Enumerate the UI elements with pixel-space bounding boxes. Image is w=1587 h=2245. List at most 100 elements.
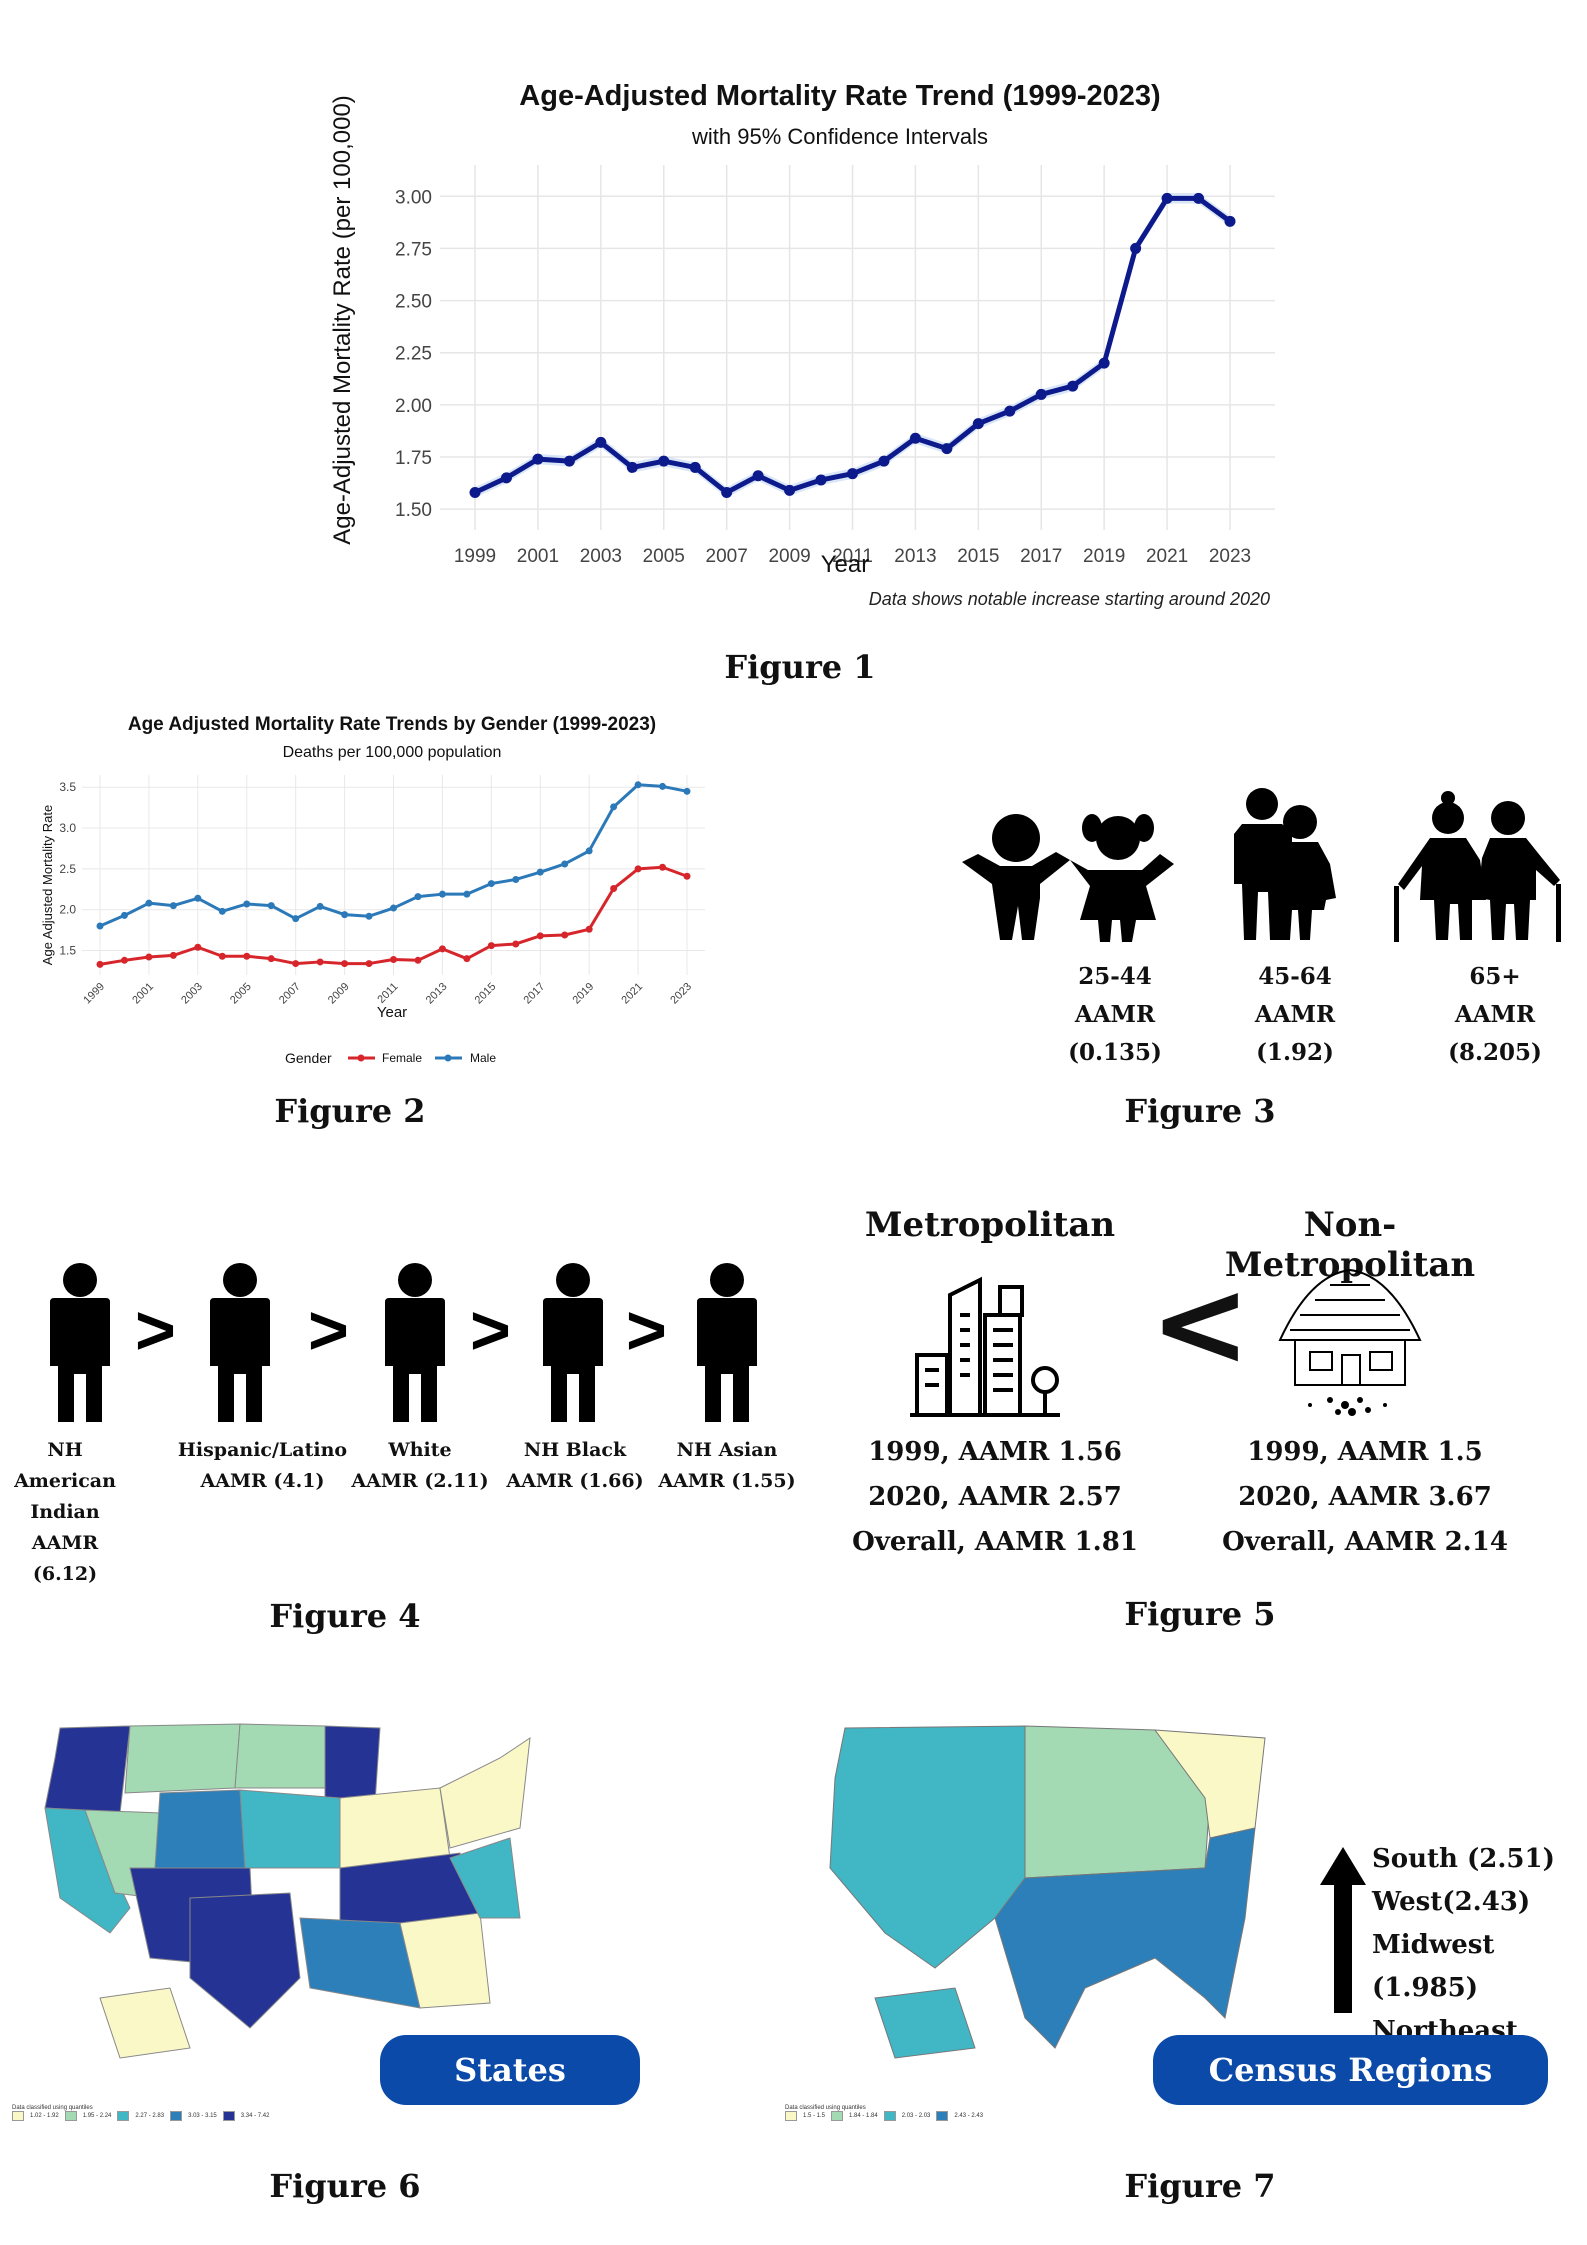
aamr-value: (0.135) — [1068, 1039, 1162, 1066]
data-point — [909, 432, 921, 444]
states-label: States — [380, 2035, 640, 2105]
data-point — [941, 443, 953, 455]
map-region-dakotas — [234, 1723, 326, 1789]
person-icon — [543, 1263, 603, 1422]
children-icon — [962, 814, 1174, 942]
person-icon — [50, 1263, 110, 1422]
less-than-symbol: < — [1150, 1255, 1251, 1394]
x-tick-label: 2011 — [832, 546, 873, 567]
race-nh-asian: NH Asian AAMR (1.55) — [652, 1435, 802, 1497]
race-nh-black: NH Black AAMR (1.66) — [500, 1435, 650, 1497]
map-region-northeast — [439, 1736, 531, 1849]
x-tick-label: 2013 — [894, 546, 936, 567]
x-tick-label: 2019 — [1083, 546, 1125, 567]
x-tick-label: 2009 — [326, 981, 352, 1007]
data-point-female — [536, 932, 544, 940]
data-point-male — [561, 860, 569, 868]
data-point-female — [390, 955, 397, 963]
ranking-arrow-icon — [1320, 1847, 1366, 2013]
figure-1-caption: Figure 1 — [724, 648, 876, 686]
x-tick-label: 2007 — [706, 546, 748, 567]
data-point-female — [610, 884, 618, 892]
race-hispanic-latino: Hispanic/Latino AAMR (4.1) — [170, 1435, 355, 1497]
data-point — [1004, 405, 1016, 417]
data-point — [626, 461, 638, 473]
data-point — [1193, 192, 1205, 204]
x-tick-label: 2003 — [179, 981, 205, 1007]
data-point-female — [365, 960, 373, 968]
data-point — [469, 486, 481, 498]
y-tick-label: 3.5 — [59, 780, 76, 794]
figure-2-caption: Figure 2 — [274, 1092, 426, 1130]
adults-icon — [1234, 788, 1336, 940]
data-point-male — [634, 781, 642, 789]
data-point-female — [243, 952, 251, 960]
map-region-alaska — [99, 1987, 191, 2059]
x-tick-label: 2017 — [1020, 546, 1062, 567]
x-tick-label: 2003 — [580, 546, 622, 567]
map-region-central-rockies — [154, 1789, 246, 1869]
data-point — [532, 453, 544, 465]
legend-bin-2: 1.95 - 2.24 — [82, 2113, 112, 2119]
data-point-female — [463, 955, 471, 963]
race-name: NH American Indian — [14, 1439, 116, 1523]
data-point-female — [487, 942, 495, 950]
metro-stat-2020: 2020, AAMR 2.57 — [868, 1482, 1122, 1512]
y-tick-label: 1.50 — [395, 500, 432, 521]
y-tick-label: 2.50 — [395, 292, 432, 313]
data-point — [1098, 357, 1110, 369]
data-point-female — [585, 925, 593, 933]
rural-cottage-icon — [1278, 1268, 1422, 1416]
data-point — [658, 455, 670, 467]
race-ranking-icons: > > > > — [50, 1263, 757, 1422]
data-point — [1130, 242, 1142, 254]
data-point-female — [96, 960, 104, 968]
map-region-minnesota — [324, 1725, 381, 1804]
data-point-female — [120, 956, 128, 964]
data-point-female — [634, 865, 642, 873]
data-point — [689, 461, 701, 473]
legend-label-male: Male — [470, 1051, 496, 1065]
nonmetro-stat-1999: 1999, AAMR 1.5 — [1247, 1437, 1483, 1467]
x-tick-label: 2021 — [1146, 546, 1188, 567]
age-group-45-64: 45-64 AAMR (1.92) — [1225, 958, 1365, 1072]
data-point-female — [194, 943, 202, 951]
x-tick-label: 2005 — [643, 546, 685, 567]
data-point-female — [218, 952, 226, 960]
rank-west: West(2.43) — [1372, 1887, 1531, 1917]
y-tick-label: 2.75 — [395, 239, 432, 260]
x-tick-label: 2005 — [228, 981, 254, 1007]
figure-3-caption: Figure 3 — [1124, 1092, 1276, 1130]
x-tick-label: 2017 — [522, 981, 548, 1007]
data-point — [1161, 192, 1173, 204]
data-point-female — [145, 953, 153, 961]
metro-title: Metropolitan — [864, 1205, 1116, 1245]
data-point-male — [610, 803, 618, 811]
x-tick-label: 2023 — [668, 981, 694, 1007]
y-tick-label: 3.00 — [395, 187, 432, 208]
data-point-male — [683, 787, 691, 795]
census-regions-label: Census Regions (AAMR) — [1153, 2035, 1548, 2159]
legend-bin-3: 2.03 - 2.03 — [901, 2113, 931, 2119]
race-name: Hispanic/Latino — [177, 1439, 348, 1461]
greater-than-symbol: > — [626, 1291, 667, 1369]
data-point-male — [463, 890, 471, 898]
x-tick-label: 2011 — [375, 981, 400, 1006]
y-tick-label: 2.25 — [395, 344, 432, 365]
x-tick-label: 2015 — [957, 546, 999, 567]
chart2-subtitle: Deaths per 100,000 population — [283, 744, 502, 761]
data-point-female — [267, 955, 275, 963]
data-point-male — [414, 893, 422, 901]
y-tick-label: 2.0 — [59, 903, 76, 917]
legend-title: Data classified using quantiles — [785, 2105, 866, 2111]
x-tick-label: 2023 — [1209, 546, 1251, 567]
race-aamr: AAMR (1.55) — [658, 1470, 796, 1492]
aamr-value: (8.205) — [1448, 1039, 1542, 1066]
data-point — [1224, 215, 1236, 227]
data-point-male — [169, 902, 177, 910]
x-tick-label: 2015 — [473, 981, 499, 1007]
data-point — [595, 436, 607, 448]
figure-4-caption: Figure 4 — [269, 1597, 421, 1635]
data-point-male — [341, 911, 349, 919]
data-point-male — [390, 904, 397, 912]
